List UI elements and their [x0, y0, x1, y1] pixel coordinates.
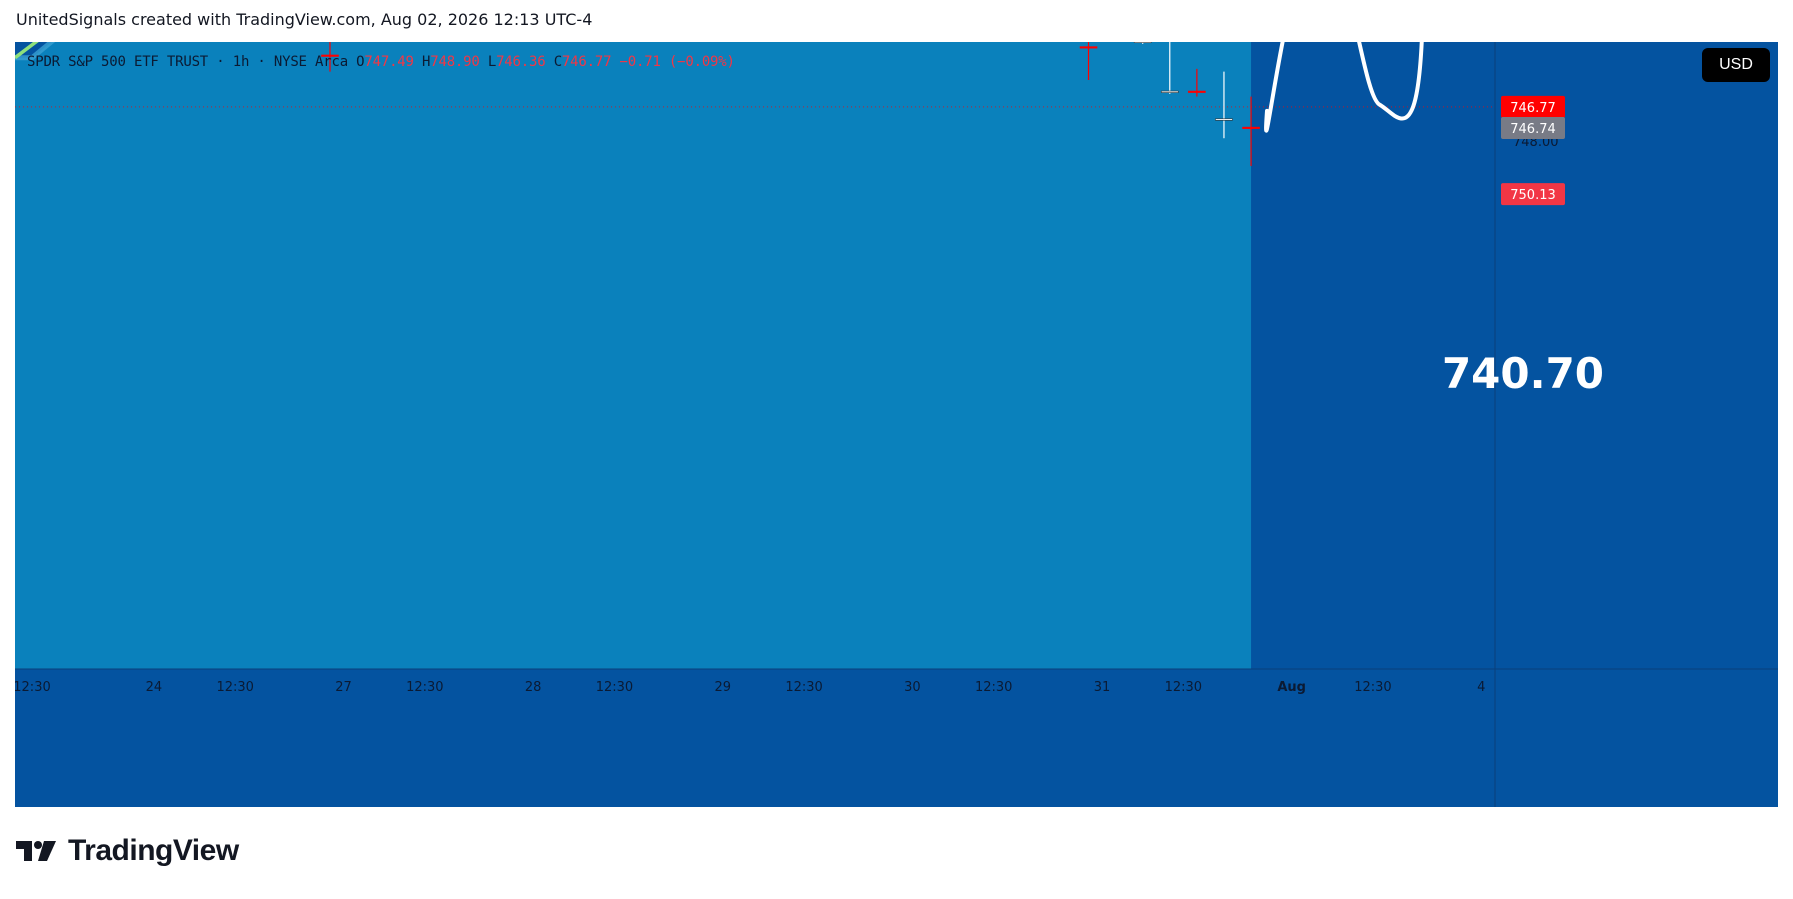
- price-tag-label: 746.77: [1510, 101, 1556, 116]
- price-tag-bg: [1501, 117, 1565, 140]
- time-tick-label: 12:30: [15, 680, 51, 695]
- candle-body: [1079, 46, 1098, 49]
- brand-name: TradingView: [68, 834, 239, 867]
- time-tick-label: 30: [904, 680, 921, 695]
- symbol-legend: SPDR S&P 500 ETF TRUST · 1h · NYSE Arca …: [27, 54, 735, 70]
- time-tick-label: 29: [715, 680, 732, 695]
- curved-arrow-path: [1264, 42, 1424, 133]
- price-tag: 746.74: [1501, 117, 1565, 140]
- candle-body: [1242, 126, 1260, 129]
- price-tag-label: 746.74: [1510, 122, 1556, 137]
- currency-button[interactable]: USD: [1702, 48, 1770, 82]
- candle: [1242, 96, 1260, 166]
- open-label: O: [356, 54, 365, 70]
- time-tick-label: 4: [1477, 680, 1485, 695]
- candle-body: [1133, 42, 1152, 43]
- candle: [1188, 68, 1206, 97]
- candle-body: [1215, 118, 1233, 121]
- footer-brand[interactable]: TradingView: [16, 834, 239, 868]
- candle: [1215, 71, 1233, 139]
- tradingview-logo-icon: [16, 841, 56, 861]
- candle-body: [1160, 90, 1179, 93]
- price-tag: 746.77: [1501, 95, 1565, 118]
- candle: [1079, 42, 1098, 80]
- price-tag-label: 750.13: [1510, 188, 1556, 203]
- area-layer: [15, 42, 1252, 669]
- time-tick-label: 31: [1094, 680, 1111, 695]
- high-value: 748.90: [430, 54, 480, 70]
- chart-panel[interactable]: 748.00744.00742.00740.00738.00736.00734.…: [15, 42, 1778, 807]
- symbol-name: SPDR S&P 500 ETF TRUST · 1h · NYSE Arca: [27, 54, 348, 70]
- time-axis: 12:30 24 12:30 27 12:30 28 12:30 29 12:30 30 12:30…: [15, 668, 1778, 695]
- low-label: L: [487, 54, 497, 70]
- candles-layer: [321, 42, 1260, 166]
- candle: [1160, 42, 1179, 94]
- low-value: 746.36: [496, 54, 546, 70]
- position-tool-layer: [1264, 42, 1424, 133]
- time-tick-label: 12:30: [1165, 680, 1202, 695]
- candle-body: [321, 54, 339, 57]
- candle-body: [1188, 90, 1206, 93]
- price-tag-bg: [1501, 183, 1565, 206]
- time-tick-label: 12:30: [406, 680, 443, 695]
- time-tick-label: 12:30: [1354, 680, 1391, 695]
- time-tick-label: 12:30: [596, 680, 633, 695]
- time-tick-label: 12:30: [785, 680, 822, 695]
- target-price-label: 740.70: [1442, 349, 1604, 398]
- time-tick-label: Aug: [1277, 680, 1306, 695]
- time-tick-label: 12:30: [975, 680, 1012, 695]
- time-tick-label: 27: [335, 680, 352, 695]
- price-axis: 748.00744.00742.00740.00738.00736.00734.…: [1494, 42, 1559, 807]
- close-value: 746.77: [561, 54, 612, 70]
- candle: [321, 42, 339, 72]
- close-label: C: [553, 54, 562, 70]
- time-tick-label: 12:30: [216, 680, 253, 695]
- candle: [1133, 42, 1152, 44]
- high-label: H: [422, 54, 431, 70]
- open-value: 747.49: [364, 54, 414, 70]
- chart-caption: UnitedSignals created with TradingView.c…: [16, 10, 593, 29]
- target-line-layer: [15, 106, 1495, 108]
- change-value: −0.71 (−0.09%): [619, 54, 735, 70]
- price-tag: 750.13: [1501, 183, 1565, 206]
- price-tag-bg: [1501, 95, 1565, 118]
- time-tick-label: 28: [525, 680, 542, 695]
- price-chart[interactable]: 748.00744.00742.00740.00738.00736.00734.…: [15, 42, 1778, 807]
- area-fill: [15, 42, 1252, 669]
- time-tick-label: 24: [146, 680, 163, 695]
